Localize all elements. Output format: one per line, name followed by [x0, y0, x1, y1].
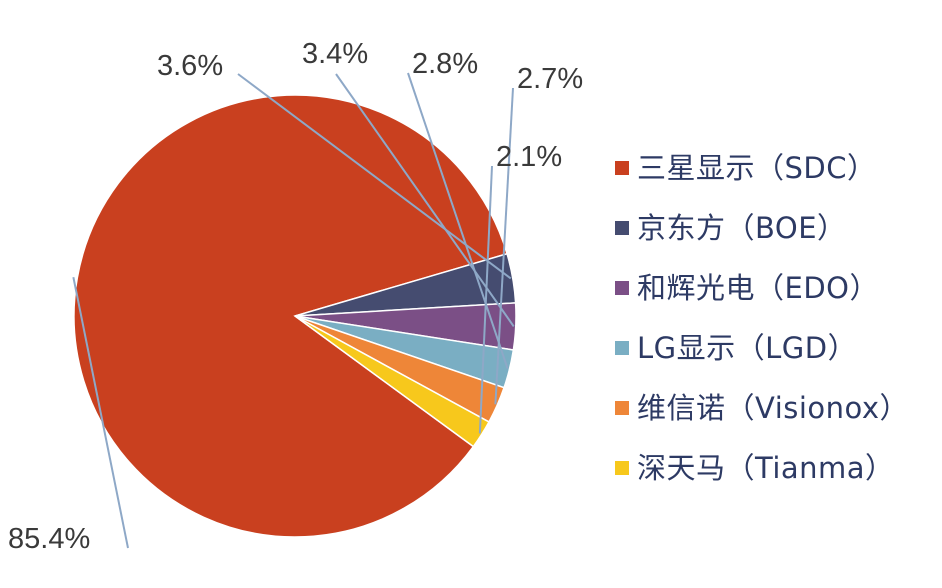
- leader-line-lgd: [407, 72, 509, 369]
- legend-item-lgd: LG显示（LGD）: [615, 318, 909, 378]
- legend-swatch-lgd: [615, 341, 629, 355]
- legend-label-visionox: 维信诺（Visionox）: [637, 391, 910, 425]
- legend-label-boe: 京东方（BOE）: [637, 211, 847, 245]
- legend-item-visionox: 维信诺（Visionox）: [615, 378, 909, 438]
- legend-item-edo: 和辉光电（EDO）: [615, 258, 909, 318]
- data-label-sdc: 85.4%: [8, 523, 90, 555]
- leader-line-visionox: [494, 87, 514, 405]
- data-label-edo: 3.4%: [302, 38, 368, 70]
- data-label-lgd: 2.8%: [412, 48, 478, 80]
- leader-line-sdc: [72, 277, 129, 549]
- data-label-visionox: 2.7%: [517, 63, 583, 95]
- legend-item-boe: 京东方（BOE）: [615, 198, 909, 258]
- data-label-tianma: 2.1%: [496, 141, 562, 173]
- legend: 三星显示（SDC） 京东方（BOE） 和辉光电（EDO） LG显示（LGD） 维…: [615, 138, 909, 498]
- pie-slice-sdc: [73, 94, 508, 538]
- data-label-boe: 3.6%: [157, 50, 223, 82]
- legend-item-sdc: 三星显示（SDC）: [615, 138, 909, 198]
- legend-label-sdc: 三星显示（SDC）: [637, 151, 877, 185]
- legend-item-tianma: 深天马（Tianma）: [615, 438, 909, 498]
- legend-swatch-tianma: [615, 461, 629, 475]
- leader-line-tianma: [478, 165, 493, 434]
- legend-swatch-boe: [615, 221, 629, 235]
- legend-label-lgd: LG显示（LGD）: [637, 331, 858, 365]
- leader-line-edo: [335, 73, 515, 327]
- pie-slice-tianma: [294, 315, 490, 448]
- legend-label-tianma: 深天马（Tianma）: [637, 451, 895, 485]
- legend-label-edo: 和辉光电（EDO）: [637, 271, 879, 305]
- legend-swatch-edo: [615, 281, 629, 295]
- legend-swatch-sdc: [615, 161, 629, 175]
- legend-swatch-visionox: [615, 401, 629, 415]
